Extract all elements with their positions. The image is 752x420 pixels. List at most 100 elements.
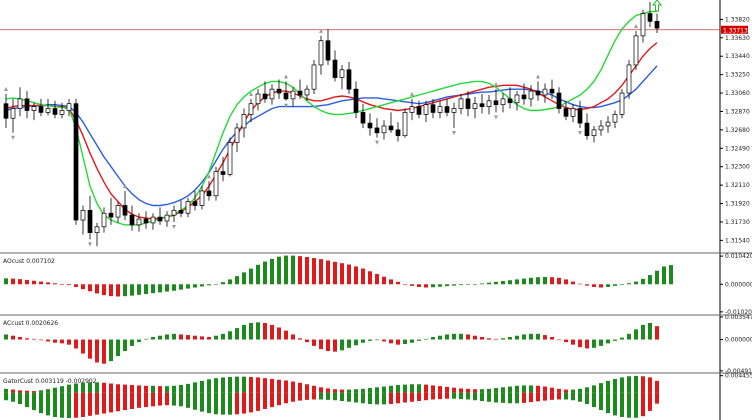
candle[interactable] <box>514 91 520 111</box>
candle[interactable] <box>500 93 506 113</box>
candle[interactable] <box>31 102 37 121</box>
candle[interactable] <box>66 98 72 117</box>
candle[interactable] <box>605 116 611 133</box>
candle[interactable] <box>612 110 618 128</box>
candle[interactable] <box>507 87 513 109</box>
candle[interactable] <box>619 89 625 119</box>
candle[interactable] <box>108 197 114 225</box>
candle[interactable] <box>451 102 457 128</box>
candle[interactable] <box>73 98 79 225</box>
candle[interactable] <box>640 9 646 43</box>
candle[interactable] <box>416 100 422 119</box>
candle[interactable] <box>367 113 373 136</box>
candle[interactable] <box>563 100 569 121</box>
candle[interactable] <box>395 122 401 142</box>
candle[interactable] <box>45 98 51 116</box>
candle[interactable] <box>297 79 303 99</box>
candle[interactable] <box>255 89 261 111</box>
candle[interactable] <box>486 94 492 115</box>
candle[interactable] <box>374 118 380 138</box>
candle[interactable] <box>304 85 310 101</box>
candle[interactable] <box>535 81 541 101</box>
candle[interactable] <box>528 85 534 107</box>
main-price-pane[interactable] <box>0 0 720 247</box>
candle[interactable] <box>199 186 205 210</box>
candle[interactable] <box>633 31 639 70</box>
candle[interactable] <box>570 103 576 123</box>
candle[interactable] <box>213 166 219 201</box>
candle[interactable] <box>318 35 324 75</box>
candle[interactable] <box>542 83 548 103</box>
histogram-bar <box>375 274 379 285</box>
candle[interactable] <box>129 205 135 231</box>
candle[interactable] <box>353 81 359 119</box>
candle[interactable] <box>647 1 653 28</box>
candle[interactable] <box>444 98 450 117</box>
candle[interactable] <box>17 87 23 117</box>
candle[interactable] <box>24 91 30 119</box>
candle[interactable] <box>283 81 289 101</box>
candle[interactable] <box>598 120 604 136</box>
candle[interactable] <box>178 200 184 218</box>
candle[interactable] <box>549 79 555 99</box>
gator-upper-bar <box>249 377 253 393</box>
candle[interactable] <box>458 94 464 115</box>
candle[interactable] <box>360 103 366 128</box>
candle[interactable] <box>381 120 387 140</box>
candle[interactable] <box>472 96 478 119</box>
candle[interactable] <box>122 190 128 221</box>
candle[interactable] <box>164 211 170 227</box>
candle[interactable] <box>626 60 632 99</box>
candle[interactable] <box>339 64 345 90</box>
candle[interactable] <box>290 87 296 107</box>
candle[interactable] <box>423 100 429 123</box>
candle[interactable] <box>101 207 107 233</box>
candle[interactable] <box>479 94 485 114</box>
candle[interactable] <box>262 81 268 103</box>
candle[interactable] <box>87 195 93 240</box>
candle[interactable] <box>94 222 100 247</box>
candle[interactable] <box>577 100 583 128</box>
candle[interactable] <box>136 213 142 232</box>
candle[interactable] <box>220 157 226 182</box>
candle[interactable] <box>157 207 163 225</box>
candle[interactable] <box>269 84 275 105</box>
accust-pane[interactable]: ACcust 0.0020626 <box>3 320 659 364</box>
candle[interactable] <box>241 108 247 138</box>
candle[interactable] <box>80 205 86 235</box>
candle[interactable] <box>150 213 156 230</box>
candle[interactable] <box>493 89 499 113</box>
candle[interactable] <box>52 100 58 119</box>
candle[interactable] <box>591 126 597 143</box>
candle[interactable] <box>465 91 471 117</box>
candle[interactable] <box>584 113 590 140</box>
candle[interactable] <box>521 83 527 105</box>
candle[interactable] <box>234 123 240 153</box>
candle[interactable] <box>10 98 16 133</box>
candle[interactable] <box>3 94 9 128</box>
candle[interactable] <box>248 98 254 123</box>
candle[interactable] <box>206 181 212 201</box>
candle[interactable] <box>409 98 415 121</box>
candle[interactable] <box>388 112 394 133</box>
candle[interactable] <box>325 29 331 65</box>
candle[interactable] <box>556 87 562 114</box>
candle[interactable] <box>192 190 198 211</box>
candle[interactable] <box>59 102 65 119</box>
candle[interactable] <box>311 60 317 95</box>
candle[interactable] <box>185 197 191 218</box>
candle[interactable] <box>227 137 233 177</box>
candle[interactable] <box>171 205 177 222</box>
candle[interactable] <box>276 79 282 99</box>
candle[interactable] <box>143 211 149 229</box>
candle[interactable] <box>38 98 44 117</box>
candle[interactable] <box>430 98 436 119</box>
candle[interactable] <box>437 100 443 119</box>
candle[interactable] <box>654 13 660 33</box>
candle[interactable] <box>346 62 352 95</box>
gatorcust-pane[interactable]: GatorCust 0.003119 -0.002902 <box>3 375 659 419</box>
candle[interactable] <box>332 50 338 82</box>
candle[interactable] <box>115 201 121 223</box>
aocust-pane[interactable]: AOcust 0.007102 <box>3 255 673 297</box>
candle[interactable] <box>402 108 408 138</box>
